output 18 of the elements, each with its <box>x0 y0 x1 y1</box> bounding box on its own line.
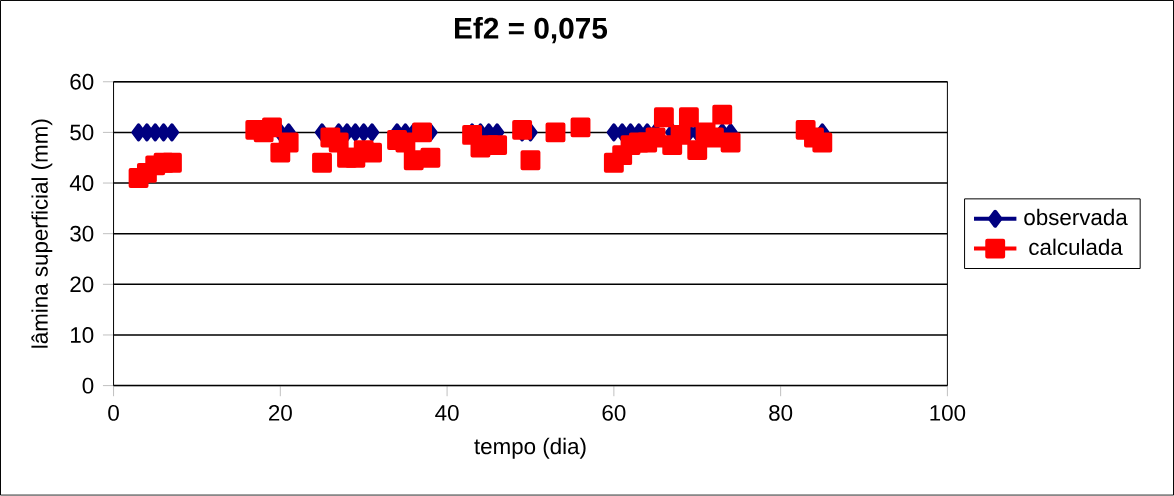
x-tick-label: 100 <box>930 405 966 421</box>
y-tick-label: 40 <box>69 175 94 192</box>
legend-label: calculada <box>1029 238 1123 256</box>
legend-label: observada <box>1024 208 1128 226</box>
y-tick-label: 50 <box>70 124 94 141</box>
y-tick-label: 60 <box>70 74 94 90</box>
y-tick-label: 20 <box>70 276 94 293</box>
y-tick-label: 30 <box>70 225 94 242</box>
x-tick-label: 20 <box>269 405 292 421</box>
y-tick-label: 10 <box>71 327 94 344</box>
x-tick-label: 40 <box>435 405 459 421</box>
y-axis-title: lâmina superficial (mm) <box>31 119 53 348</box>
x-tick-label: 0 <box>108 405 119 421</box>
x-tick-label: 60 <box>602 405 626 421</box>
y-tick-label: 0 <box>82 377 94 394</box>
x-tick-label: 80 <box>769 405 793 421</box>
x-axis-title: tempo (dia) <box>474 438 586 459</box>
chart-title: Ef2 = 0,075 <box>455 17 608 44</box>
